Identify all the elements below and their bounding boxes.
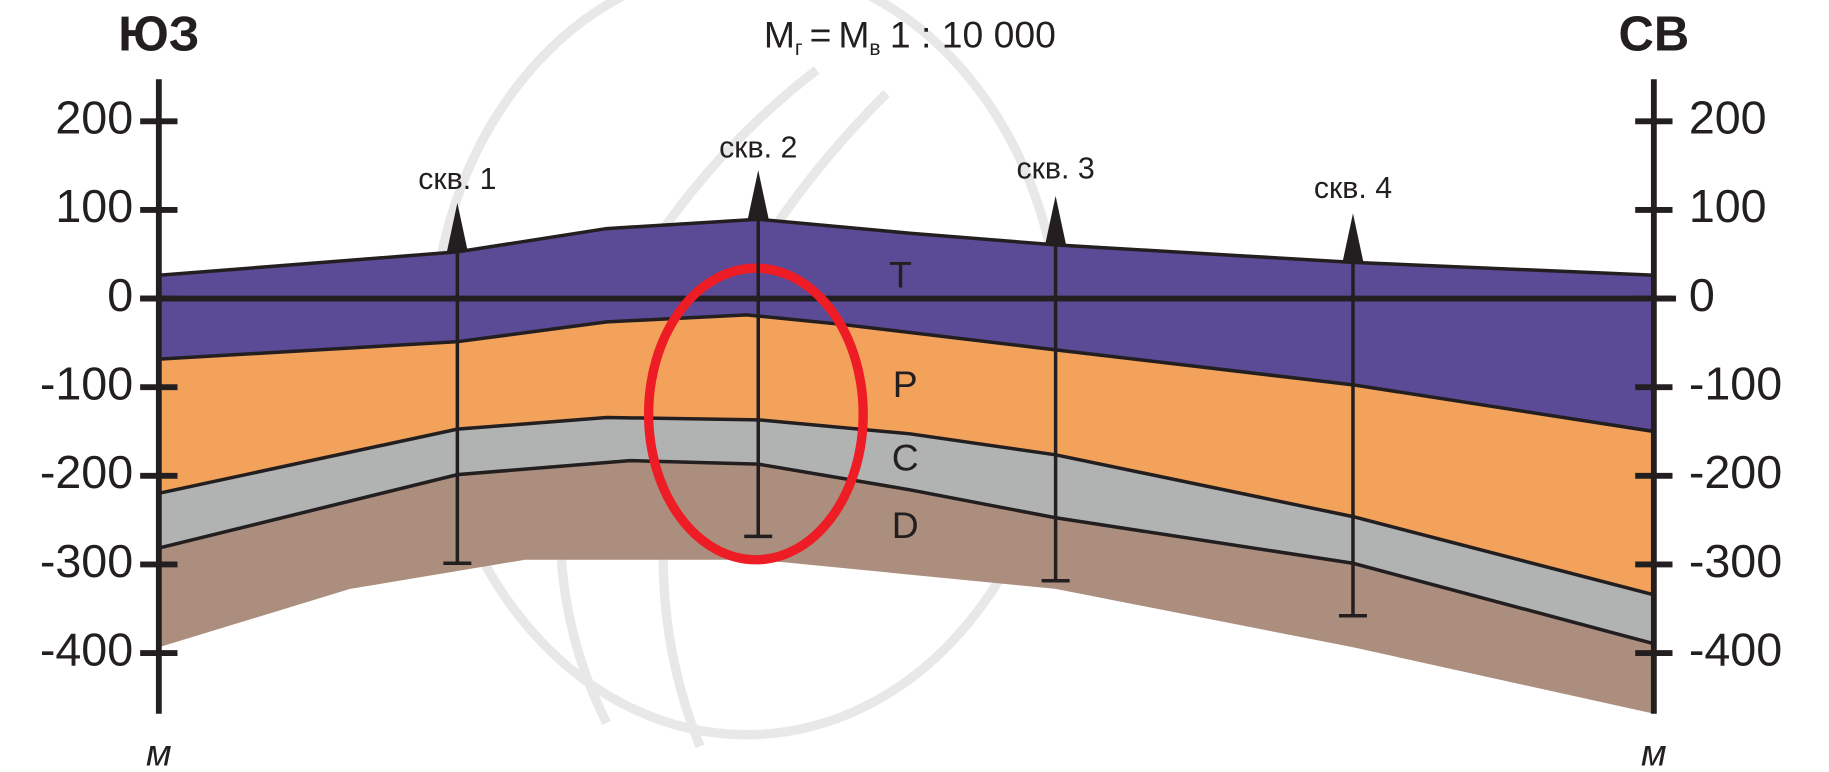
left-direction: ЮЗ	[118, 7, 199, 61]
tick-label: -100	[1689, 357, 1782, 409]
layer-d	[158, 460, 1654, 714]
tick-label: 0	[1689, 269, 1715, 321]
layer-label: T	[889, 253, 912, 295]
tick-label: -200	[40, 446, 133, 498]
sub-vertical: в	[869, 37, 880, 60]
left-unit: м	[146, 732, 172, 772]
m-vertical: M	[838, 13, 869, 55]
tick-label: -100	[40, 357, 133, 409]
right-unit: м	[1641, 732, 1667, 772]
sub-horizontal: г	[795, 37, 803, 60]
layer-label: P	[893, 363, 918, 405]
layer-label: D	[892, 504, 919, 546]
highlight-ellipse	[643, 263, 868, 565]
tick-label: 200	[1689, 92, 1767, 144]
well-arrow	[1045, 195, 1067, 245]
tick-label: -400	[40, 623, 133, 675]
equals: =	[810, 13, 832, 55]
tick-label: 200	[55, 92, 133, 144]
right-direction: СВ	[1618, 7, 1689, 61]
well-label: скв. 2	[719, 131, 797, 164]
ratio: 1 : 10 000	[890, 13, 1056, 55]
tick-label: 100	[55, 180, 133, 232]
well-arrow	[446, 202, 468, 252]
well-arrow	[1342, 213, 1364, 263]
layer-label: C	[892, 436, 919, 478]
layer-p	[158, 314, 1654, 595]
scale-title: Mг = Mв 1 : 10 000	[764, 13, 1056, 59]
tick-label: -400	[1689, 623, 1782, 675]
tick-label: 0	[107, 269, 133, 321]
tick-label: 100	[1689, 180, 1767, 232]
well-label: скв. 1	[418, 163, 496, 196]
boundaries	[158, 217, 1655, 646]
tick-label: -200	[1689, 446, 1782, 498]
tick-label: -300	[1689, 535, 1782, 587]
m-horizontal: M	[764, 13, 795, 55]
well-label: скв. 4	[1314, 172, 1392, 205]
layer-c	[158, 417, 1654, 644]
layer-t	[158, 219, 1654, 432]
well-arrow	[747, 170, 769, 220]
tick-label: -300	[40, 535, 133, 587]
well-label: скв. 3	[1016, 152, 1094, 185]
